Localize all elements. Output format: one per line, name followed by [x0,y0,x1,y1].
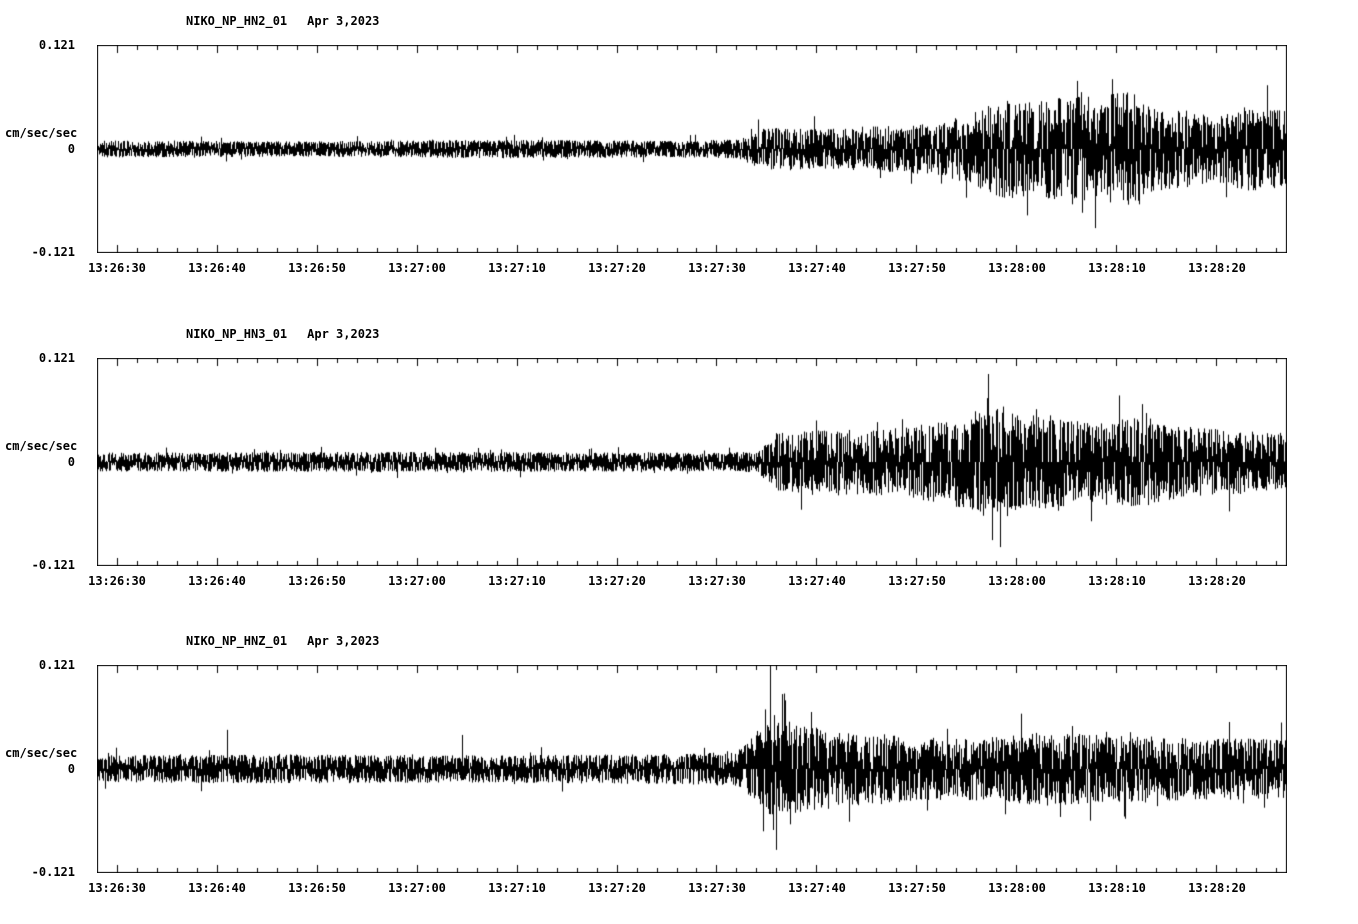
x-tick-label: 13:27:10 [488,574,546,588]
x-tick-label: 13:28:00 [988,574,1046,588]
x-tick-label: 13:27:40 [788,574,846,588]
waveform-canvas [97,358,1287,566]
panel-title-row: NIKO_NP_HN2_01 Apr 3,2023 [186,14,379,29]
y-axis-max-label: 0.121 [38,351,75,365]
x-tick-label: 13:27:10 [488,881,546,895]
channel-title: NIKO_NP_HN2_01 [186,14,288,28]
y-axis-unit-label: cm/sec/sec [5,439,78,453]
y-axis-zero-label: 0 [67,455,75,469]
channel-title: NIKO_NP_HN3_01 [186,327,288,341]
x-tick-label: 13:28:10 [1088,881,1146,895]
x-tick-label: 13:27:20 [588,261,646,275]
y-axis-unit-label: cm/sec/sec [5,746,78,760]
x-tick-label: 13:28:00 [988,881,1046,895]
panel-title-row: NIKO_NP_HNZ_01 Apr 3,2023 [186,634,379,649]
y-axis-zero-label: 0 [67,142,75,156]
x-tick-label: 13:26:40 [188,574,246,588]
x-tick-label: 13:27:50 [888,881,946,895]
y-axis-max-label: 0.121 [38,38,75,52]
x-tick-label: 13:26:30 [88,881,146,895]
x-tick-label: 13:27:00 [388,881,446,895]
x-tick-label: 13:26:50 [288,261,346,275]
x-axis-tick-labels: 13:26:30 13:26:40 13:26:50 13:27:00 13:27:10… [88,574,1287,588]
x-tick-label: 13:26:30 [88,261,146,275]
x-tick-label: 13:27:20 [588,574,646,588]
x-axis-tick-labels: 13:26:30 13:26:40 13:26:50 13:27:00 13:27:10… [88,881,1287,895]
channel-title: NIKO_NP_HNZ_01 [186,634,288,648]
date-label: Apr 3,2023 [307,634,380,648]
x-tick-label: 13:26:40 [188,881,246,895]
date-label: Apr 3,2023 [307,327,380,341]
y-axis-max-label: 0.121 [38,658,75,672]
x-axis-tick-labels: 13:26:30 13:26:40 13:26:50 13:27:00 13:27:10… [88,261,1287,275]
x-tick-label: 13:28:20 [1188,881,1246,895]
x-tick-label: 13:26:40 [188,261,246,275]
x-tick-label: 13:28:00 [988,261,1046,275]
x-tick-label: 13:26:50 [288,574,346,588]
x-tick-label: 13:27:50 [888,574,946,588]
x-tick-label: 13:27:10 [488,261,546,275]
x-tick-label: 13:27:50 [888,261,946,275]
x-tick-label: 13:27:30 [688,261,746,275]
x-tick-label: 13:28:20 [1188,261,1246,275]
x-tick-label: 13:27:30 [688,574,746,588]
x-tick-label: 13:27:00 [388,574,446,588]
x-tick-label: 13:27:30 [688,881,746,895]
x-tick-label: 13:27:00 [388,261,446,275]
x-tick-label: 13:26:50 [288,881,346,895]
x-tick-label: 13:26:30 [88,574,146,588]
panel-title-row: NIKO_NP_HN3_01 Apr 3,2023 [186,327,379,342]
x-tick-label: 13:28:10 [1088,261,1146,275]
x-tick-label: 13:27:40 [788,261,846,275]
y-axis-min-label: -0.121 [31,865,75,879]
date-label: Apr 3,2023 [307,14,380,28]
y-axis-zero-label: 0 [67,762,75,776]
x-tick-label: 13:28:20 [1188,574,1246,588]
x-tick-label: 13:27:20 [588,881,646,895]
y-axis-min-label: -0.121 [31,558,75,572]
x-tick-label: 13:27:40 [788,881,846,895]
waveform-canvas [97,45,1287,253]
x-tick-label: 13:28:10 [1088,574,1146,588]
y-axis-min-label: -0.121 [31,245,75,259]
waveform-canvas [97,665,1287,873]
y-axis-unit-label: cm/sec/sec [5,126,78,140]
